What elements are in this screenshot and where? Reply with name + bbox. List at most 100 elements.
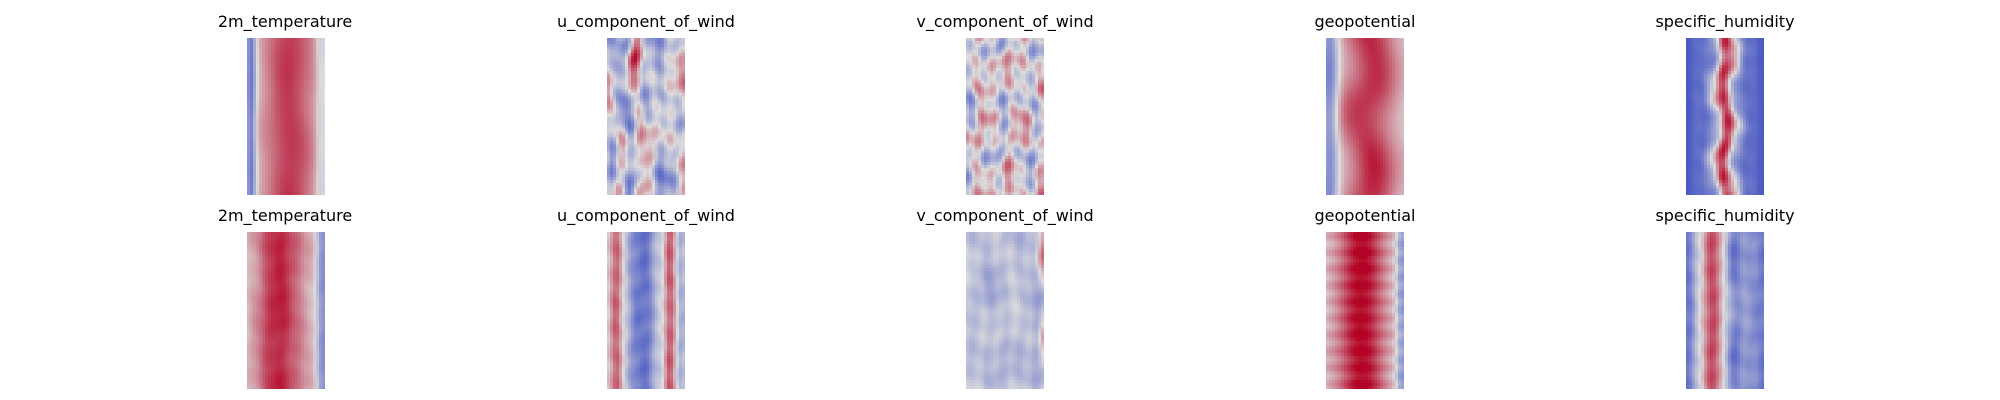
heatmap-cell: [966, 80, 970, 84]
heatmap-cell: [304, 146, 308, 151]
heatmap-cell: [987, 107, 991, 112]
heatmap-cell: [619, 170, 623, 175]
heatmap-cell: [649, 41, 653, 45]
heatmap-cell: [1041, 146, 1044, 151]
heatmap-cell: [1392, 50, 1396, 54]
heatmap-cell: [682, 176, 685, 181]
heatmap-cell: [1368, 41, 1372, 45]
heatmap-cell: [1008, 44, 1012, 48]
heatmap-cell: [298, 119, 302, 124]
heatmap-cell: [646, 41, 650, 45]
heatmap-cell: [628, 188, 632, 193]
heatmap-cell: [607, 86, 611, 90]
heatmap-cell: [265, 89, 269, 93]
heatmap-cell: [271, 176, 275, 181]
heatmap-cell: [286, 56, 290, 60]
heatmap-cell: [673, 92, 677, 96]
heatmap-cell: [966, 128, 970, 133]
heatmap-cell: [655, 77, 659, 81]
heatmap-cell: [310, 80, 314, 84]
heatmap-cell: [1389, 65, 1393, 69]
heatmap-cell: [978, 146, 982, 151]
heatmap-cell: [1356, 137, 1360, 142]
heatmap-cell: [981, 86, 985, 90]
heatmap-cell: [283, 74, 287, 78]
heatmap-cell: [966, 59, 970, 63]
heatmap-cell: [625, 80, 629, 84]
heatmap-cell: [975, 134, 979, 139]
heatmap-cell: [640, 62, 644, 66]
heatmap-cell: [1041, 155, 1044, 160]
heatmap-cell: [673, 164, 677, 169]
heatmap-cell: [1347, 131, 1351, 136]
heatmap-cell: [1392, 38, 1396, 42]
heatmap-cell: [637, 179, 641, 184]
heatmap-cell: [1020, 134, 1024, 139]
heatmap-cell: [673, 158, 677, 163]
heatmap-cell: [286, 41, 290, 45]
heatmap-cell: [969, 173, 973, 178]
heatmap-cell: [301, 47, 305, 51]
heatmap-cell: [1380, 41, 1384, 45]
heatmap-cell: [256, 71, 260, 75]
heatmap-cell: [670, 143, 674, 148]
heatmap-cell: [280, 125, 284, 130]
heatmap-cell: [274, 161, 278, 166]
heatmap-cell: [1035, 50, 1039, 54]
heatmap-cell: [1035, 182, 1039, 187]
heatmap-cell: [1035, 191, 1039, 195]
heatmap-cell: [1383, 71, 1387, 75]
heatmap-cell: [1386, 44, 1390, 48]
heatmap-cell: [646, 128, 650, 133]
heatmap-cell: [265, 119, 269, 124]
heatmap-cell: [292, 95, 296, 99]
heatmap-cell: [999, 59, 1003, 63]
heatmap-cell: [322, 185, 325, 190]
heatmap-cell: [978, 101, 982, 106]
heatmap-cell: [643, 80, 647, 84]
heatmap-cell: [1029, 146, 1033, 151]
heatmap-cell: [658, 44, 662, 48]
heatmap-cell: [676, 74, 680, 78]
heatmap-cell: [313, 107, 317, 112]
heatmap-cell: [640, 119, 644, 124]
heatmap-cell: [247, 188, 251, 193]
heatmap-cell: [637, 77, 641, 81]
heatmap-cell: [1398, 107, 1402, 112]
heatmap-cell: [289, 122, 293, 127]
heatmap-cell: [316, 95, 320, 99]
heatmap-cell: [1017, 98, 1021, 102]
heatmap-cell: [298, 185, 302, 190]
heatmap-cell: [610, 104, 614, 109]
heatmap-cell: [625, 83, 629, 87]
heatmap-cell: [664, 65, 668, 69]
heatmap-cell: [658, 146, 662, 151]
heatmap-cell: [295, 47, 299, 51]
heatmap-cell: [301, 38, 305, 42]
heatmap-cell: [616, 116, 620, 121]
heatmap-cell: [1353, 50, 1357, 54]
heatmap-cell: [1332, 50, 1336, 54]
heatmap-cell: [304, 113, 308, 118]
heatmap-cell: [283, 131, 287, 136]
heatmap-cell: [990, 119, 994, 124]
heatmap-cell: [1356, 116, 1360, 121]
heatmap-cell: [280, 179, 284, 184]
heatmap-cell: [1329, 92, 1333, 96]
heatmap-cell: [676, 41, 680, 45]
heatmap-cell: [628, 146, 632, 151]
heatmap-cell: [972, 98, 976, 102]
heatmap-cell: [298, 44, 302, 48]
heatmap-cell: [1368, 50, 1372, 54]
heatmap-cell: [1350, 125, 1354, 130]
heatmap-cell: [304, 71, 308, 75]
heatmap-cell: [1368, 71, 1372, 75]
heatmap-cell: [256, 92, 260, 96]
heatmap-cell: [1029, 59, 1033, 63]
heatmap-cell: [1401, 110, 1404, 115]
heatmap-cell: [625, 122, 629, 127]
heatmap-cell: [1035, 59, 1039, 63]
heatmap-cell: [295, 149, 299, 154]
heatmap-cell: [1038, 164, 1042, 169]
heatmap-cell: [1374, 98, 1378, 102]
